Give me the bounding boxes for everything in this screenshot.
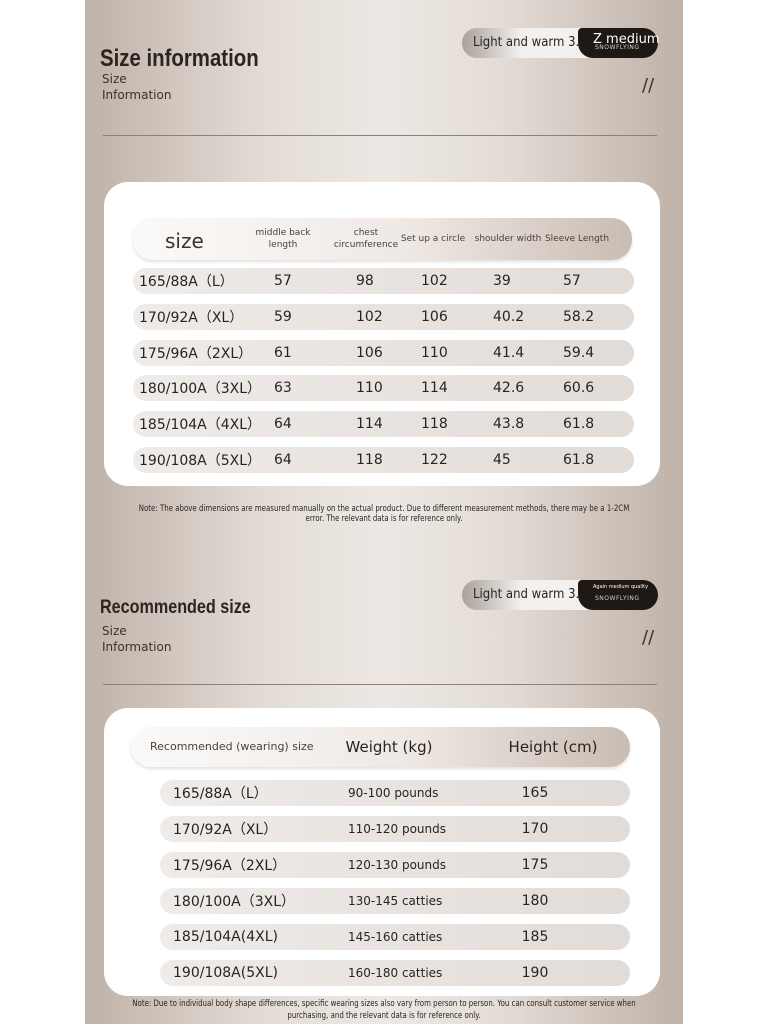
table-cell: 118: [421, 416, 448, 433]
table-cell: 175/96A（2XL）: [139, 345, 253, 362]
table-cell: 118: [356, 452, 383, 468]
table-cell: 39: [493, 273, 511, 289]
subtitle: Information: [102, 640, 172, 654]
badge-tag-sub: SNOWFLYING: [595, 44, 640, 51]
divider: [103, 684, 657, 685]
divider: [103, 135, 657, 136]
badge-label: Light and warm 3.0: [473, 35, 587, 50]
row-band: [133, 411, 634, 438]
table-cell: 61.8: [563, 416, 595, 433]
table-cell: 57: [563, 273, 581, 289]
table-cell: 64: [274, 452, 292, 468]
badge-tag-text: Z medium: [593, 32, 660, 47]
header-cell: Set up a circle: [400, 234, 466, 244]
table-cell: 190/108A(5XL): [173, 965, 278, 981]
header-cell: middle back length: [255, 228, 311, 250]
badge-tag: [578, 28, 658, 58]
table-cell: 170/92A（XL）: [173, 822, 278, 838]
table-cell: 130-145 catties: [348, 894, 443, 908]
table-cell: 43.8: [493, 416, 525, 433]
table-cell: 60.6: [563, 380, 595, 397]
header-cell: Height (cm): [508, 738, 598, 756]
table-cell: 180/100A（3XL）: [173, 894, 296, 910]
section-title: Recommended size: [100, 597, 251, 618]
header-cell: Recommended (wearing) size: [150, 740, 314, 753]
table-cell: 110-120 pounds: [348, 822, 446, 836]
table-cell: 110: [356, 380, 383, 397]
table-cell: 106: [421, 308, 448, 325]
table-cell: 114: [421, 380, 448, 397]
table-cell: 41.4: [493, 344, 525, 361]
row-band: [160, 816, 630, 842]
table-cell: 180: [521, 893, 549, 909]
table-cell: 59.4: [563, 344, 595, 361]
row-band: [133, 375, 634, 402]
table-cell: 64: [274, 416, 292, 433]
table-cell: 40.2: [493, 308, 525, 325]
row-band: [133, 447, 634, 473]
row-band: [160, 780, 630, 806]
table-cell: 120-130 pounds: [348, 858, 446, 872]
table-cell: 90-100 pounds: [348, 786, 439, 800]
table-cell: 98: [356, 273, 374, 289]
subtitle: Size: [102, 624, 127, 638]
row-band: [133, 268, 634, 294]
table-cell: 180/100A（3XL）: [139, 381, 262, 398]
table-cell: 185/104A（4XL）: [139, 417, 262, 434]
badge-tag-sub: SNOWFLYING: [595, 595, 640, 602]
table-cell: 170/92A（XL）: [139, 309, 244, 326]
table-cell: 185/104A(4XL): [173, 929, 278, 945]
section-title: Size information: [100, 45, 259, 72]
mark: //: [642, 627, 655, 648]
table-cell: 190: [521, 965, 549, 981]
table-cell: 165: [521, 785, 549, 801]
badge-label: Light and warm 3.0: [473, 587, 587, 602]
row-band: [160, 888, 630, 914]
header-band: [133, 218, 632, 260]
table-cell: 63: [274, 380, 292, 397]
table-cell: 42.6: [493, 380, 525, 397]
table-cell: 110: [421, 344, 448, 361]
table-cell: 145-160 catties: [348, 930, 443, 944]
row-band: [160, 852, 630, 878]
table-cell: 175/96A（2XL）: [173, 858, 287, 874]
table-cell: 185: [521, 929, 549, 945]
table-cell: 58.2: [563, 308, 595, 325]
badge-tag-text: Again medium quality: [593, 584, 649, 590]
table-cell: 102: [421, 273, 448, 289]
table-cell: 175: [521, 857, 549, 873]
table-cell: 61: [274, 344, 292, 361]
table-cell: 59: [274, 308, 292, 325]
table-cell: 170: [521, 821, 549, 837]
table-cell: 190/108A（5XL）: [139, 453, 262, 469]
row-band: [160, 960, 630, 986]
row-band: [133, 303, 634, 330]
table-cell: 114: [356, 416, 383, 433]
subtitle: Information: [102, 88, 172, 102]
header-cell: Weight (kg): [345, 738, 433, 756]
table-cell: 61.8: [563, 452, 595, 468]
table-cell: 160-180 catties: [348, 966, 443, 980]
row-band: [160, 924, 630, 950]
header-cell: chest circumference: [333, 228, 399, 250]
table-cell: 122: [421, 452, 448, 468]
table-cell: 57: [274, 273, 292, 289]
table-cell: 165/88A（L）: [173, 786, 268, 802]
header-band: [131, 727, 630, 767]
table-cell: 45: [493, 452, 511, 468]
row-band: [133, 339, 634, 366]
note: Note: Due to individual body shape diffe…: [132, 999, 636, 1021]
header-cell: Sleeve Length: [544, 234, 610, 244]
note: Note: The above dimensions are measured …: [138, 504, 630, 524]
mark: //: [642, 75, 655, 96]
header-cell: size: [165, 229, 204, 253]
badge-tag: [578, 580, 658, 610]
table-cell: 102: [356, 308, 383, 325]
subtitle: Size: [102, 72, 127, 86]
table-cell: 165/88A（L）: [139, 274, 234, 290]
header-cell: shoulder width: [474, 234, 542, 244]
table-cell: 106: [356, 344, 383, 361]
